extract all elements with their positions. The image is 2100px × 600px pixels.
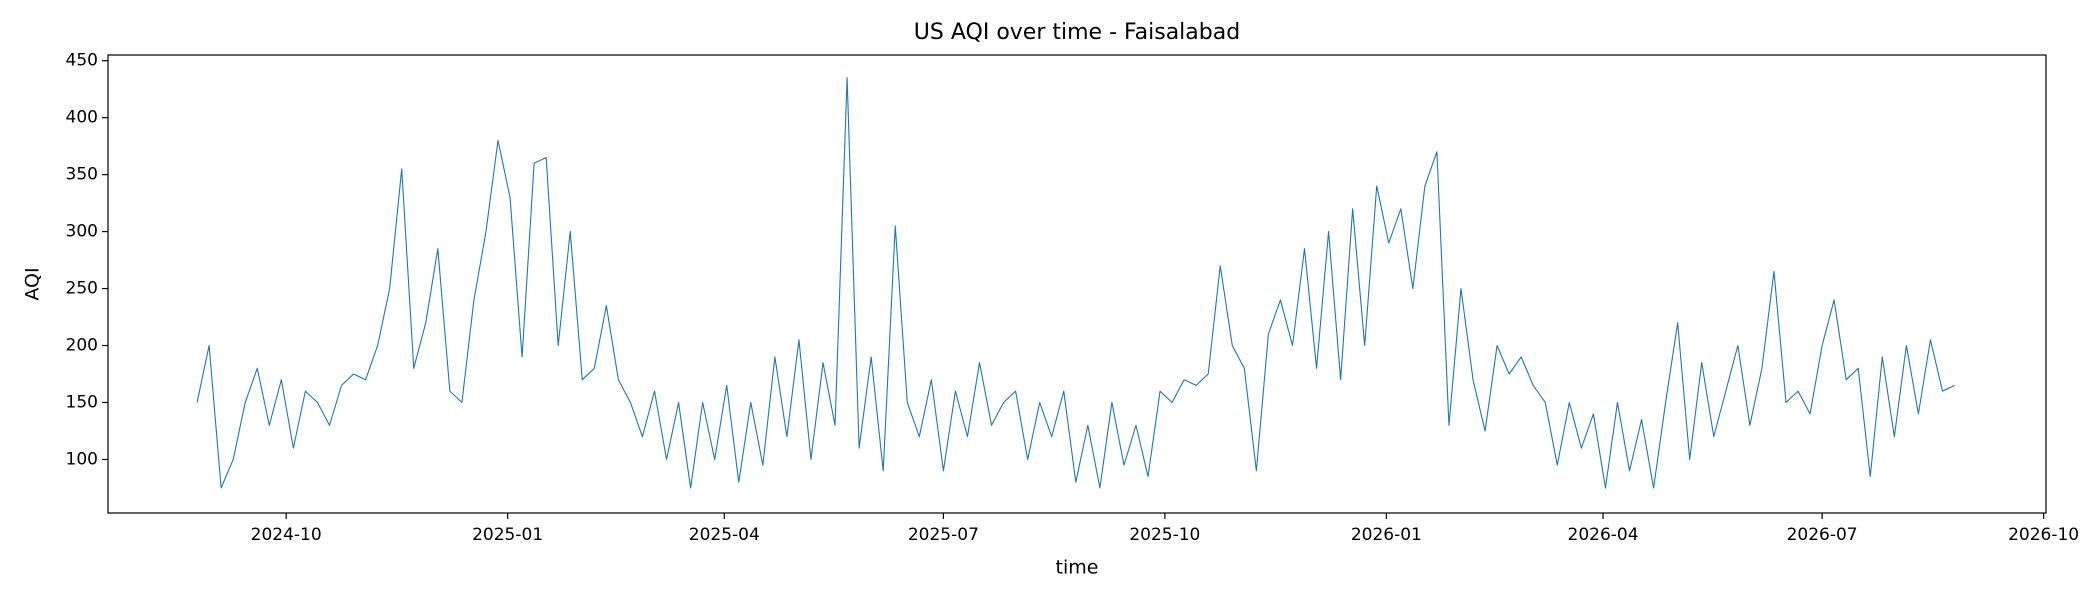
x-tick-label: 2026-04 bbox=[1568, 525, 1639, 545]
x-tick-label: 2025-01 bbox=[472, 525, 543, 545]
chart-title: US AQI over time - Faisalabad bbox=[914, 20, 1240, 45]
y-tick-label: 100 bbox=[66, 449, 98, 469]
y-tick-label: 300 bbox=[66, 222, 98, 242]
y-tick-label: 250 bbox=[66, 279, 98, 299]
y-tick-label: 350 bbox=[66, 165, 98, 185]
x-tick-label: 2026-01 bbox=[1351, 525, 1422, 545]
y-tick-label: 150 bbox=[66, 392, 98, 412]
y-tick-label: 200 bbox=[66, 336, 98, 356]
y-axis-label: AQI bbox=[22, 267, 44, 300]
y-tick-label: 450 bbox=[66, 51, 98, 71]
y-tick-label: 400 bbox=[66, 108, 98, 128]
plot-frame bbox=[107, 54, 2047, 514]
x-tick-label: 2025-04 bbox=[689, 525, 760, 545]
x-tick-label: 2026-07 bbox=[1787, 525, 1858, 545]
x-tick-label: 2025-10 bbox=[1129, 525, 1200, 545]
x-tick-label: 2025-07 bbox=[908, 525, 979, 545]
x-tick-label: 2026-10 bbox=[2008, 525, 2079, 545]
data-line bbox=[196, 77, 1955, 489]
x-tick-label: 2024-10 bbox=[251, 525, 322, 545]
x-axis-label: time bbox=[1056, 557, 1099, 579]
